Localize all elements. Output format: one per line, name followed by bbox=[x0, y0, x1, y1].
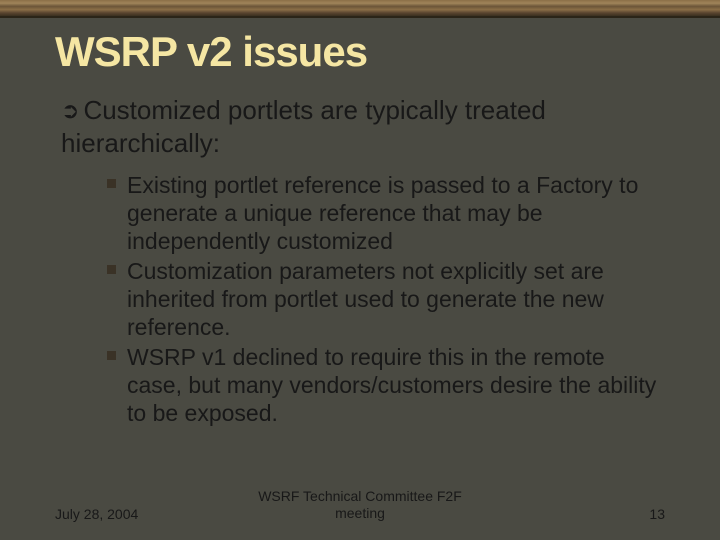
list-item-text: Customization parameters not explicitly … bbox=[127, 258, 604, 340]
list-item-text: Existing portlet reference is passed to … bbox=[127, 172, 638, 254]
list-item: WSRP v1 declined to require this in the … bbox=[107, 343, 665, 427]
footer-title: WSRF Technical Committee F2F meeting bbox=[195, 488, 525, 522]
bullet-level1: ➲Customized portlets are typically treat… bbox=[61, 94, 665, 159]
slide-title: WSRP v2 issues bbox=[55, 28, 665, 76]
decorative-top-border bbox=[0, 0, 720, 18]
arrow-right-icon: ➲ bbox=[61, 97, 79, 125]
footer-title-line1: WSRF Technical Committee F2F bbox=[258, 488, 462, 504]
slide-footer: July 28, 2004 WSRF Technical Committee F… bbox=[0, 488, 720, 522]
footer-title-line2: meeting bbox=[335, 505, 385, 521]
square-bullet-icon bbox=[107, 265, 116, 274]
list-item-text: WSRP v1 declined to require this in the … bbox=[127, 344, 656, 426]
square-bullet-icon bbox=[107, 179, 116, 188]
footer-page-number: 13 bbox=[525, 506, 665, 522]
list-item: Customization parameters not explicitly … bbox=[107, 257, 665, 341]
slide-body: WSRP v2 issues ➲Customized portlets are … bbox=[0, 18, 720, 427]
list-item: Existing portlet reference is passed to … bbox=[107, 171, 665, 255]
level2-list: Existing portlet reference is passed to … bbox=[107, 171, 665, 427]
level1-text: Customized portlets are typically treate… bbox=[61, 95, 546, 158]
square-bullet-icon bbox=[107, 351, 116, 360]
footer-date: July 28, 2004 bbox=[55, 506, 195, 522]
